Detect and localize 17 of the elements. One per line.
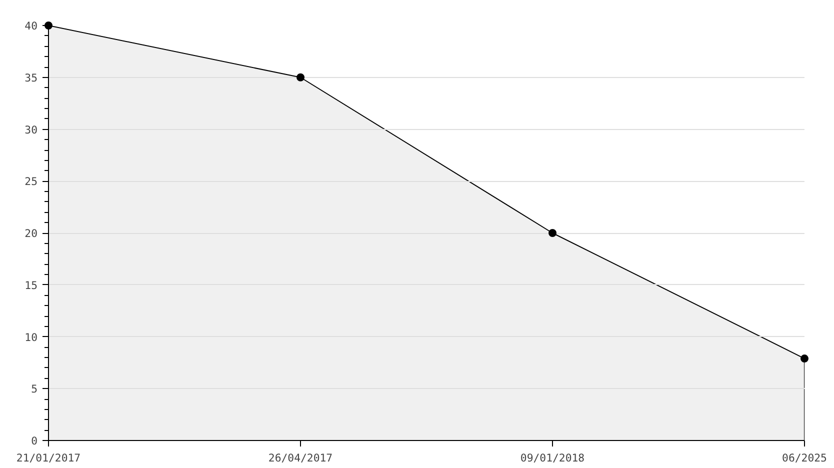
y-tick-label: 35	[24, 71, 38, 84]
y-tick-label: 25	[24, 175, 38, 188]
x-tick-label: 09/01/2018	[520, 452, 585, 464]
y-tick-label: 15	[24, 278, 38, 292]
point	[548, 229, 556, 237]
y-tick-label: 0	[31, 434, 38, 448]
y-tick-label: 40	[24, 20, 38, 32]
point	[800, 354, 808, 363]
x-tick-label: 21/01/2017	[16, 452, 81, 464]
point	[296, 73, 304, 82]
y-tick-label: 10	[24, 330, 38, 344]
y-tick-label: 20	[24, 227, 38, 240]
point	[44, 22, 52, 30]
y-tick-label: 30	[24, 123, 38, 136]
x-tick-label: 06/2025	[782, 452, 827, 464]
y-tick-label: 5	[31, 382, 38, 396]
x-tick-label: 26/04/2017	[268, 452, 333, 464]
